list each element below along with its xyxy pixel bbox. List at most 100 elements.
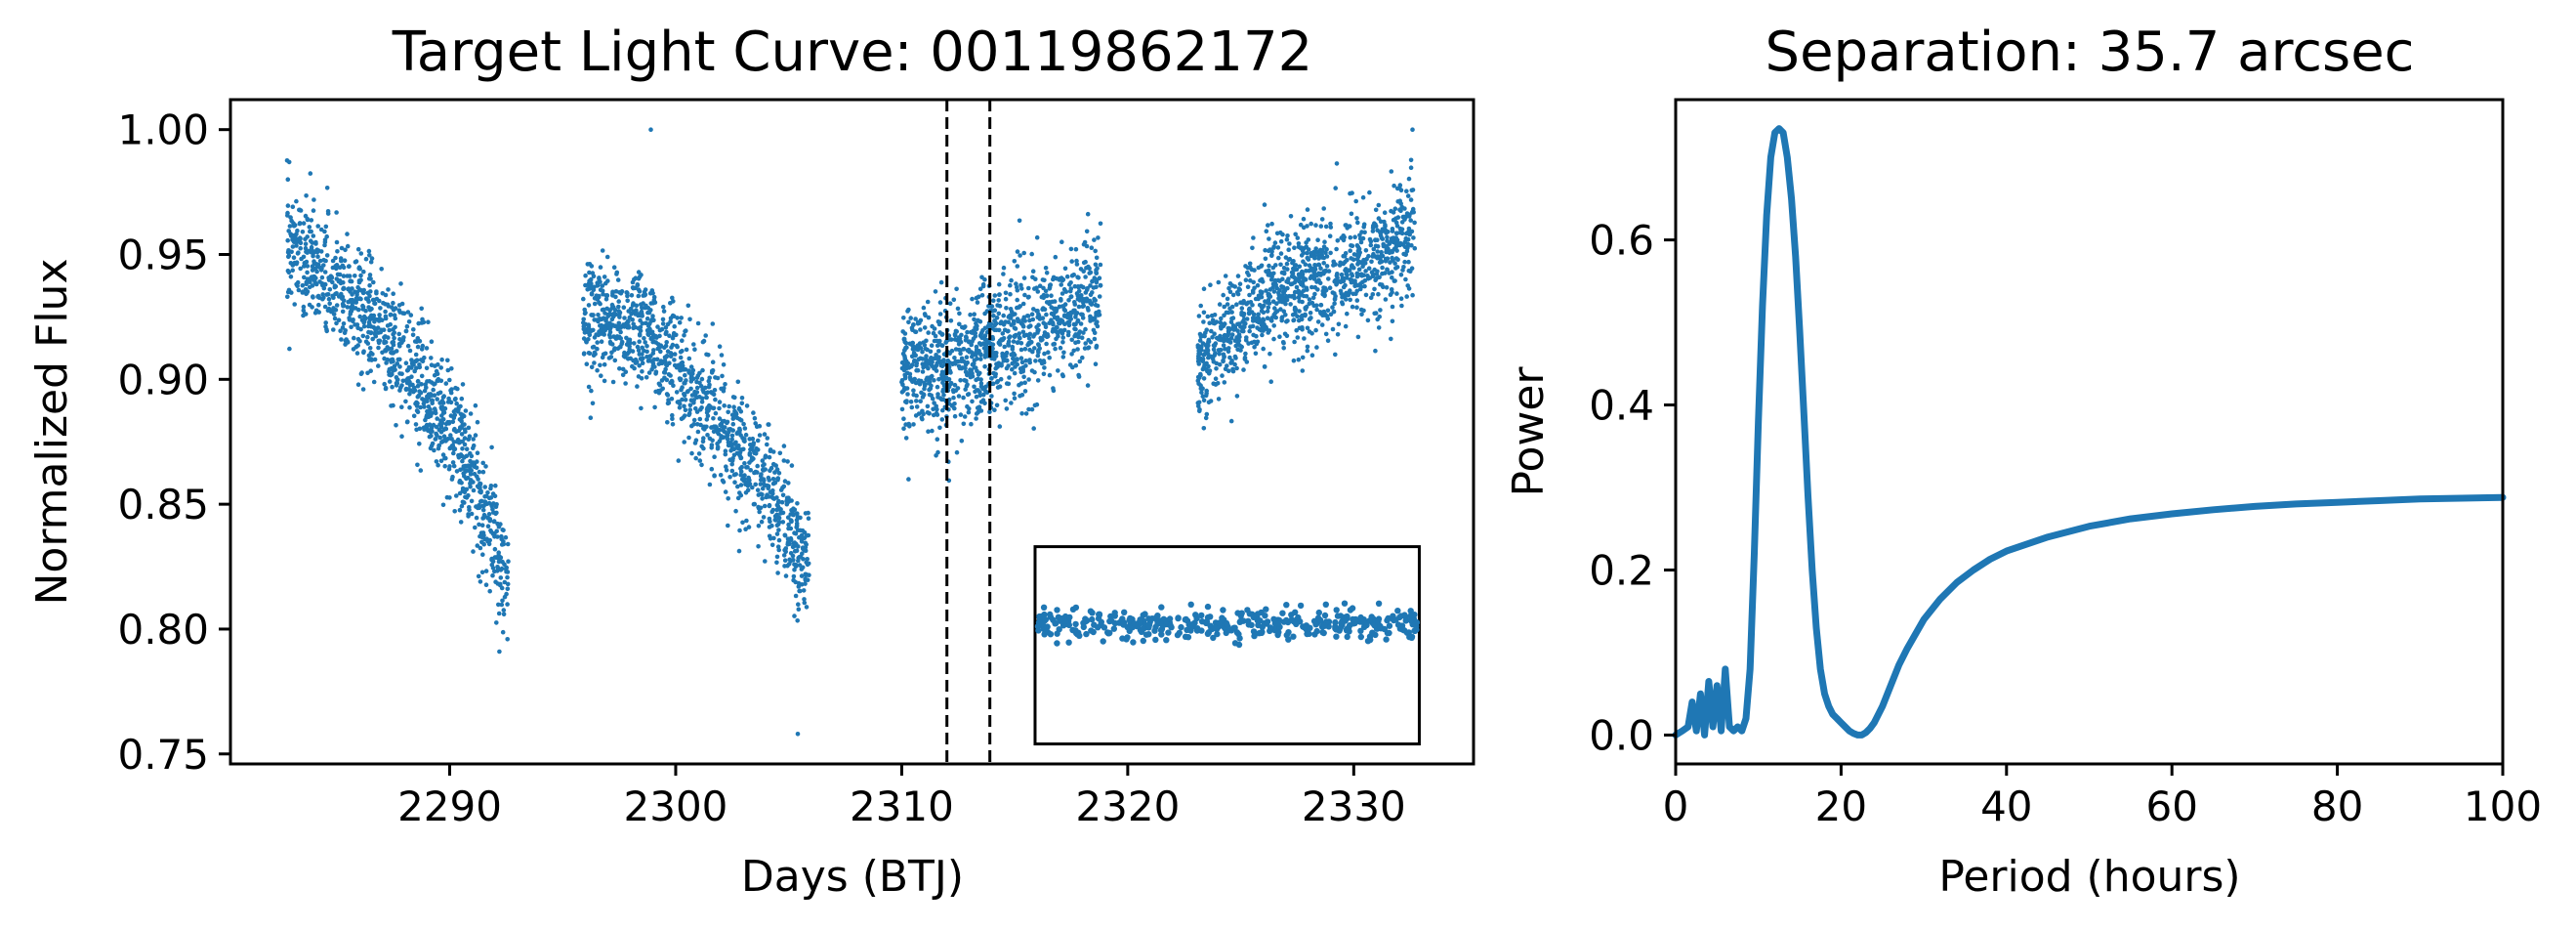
flux-point — [923, 346, 929, 352]
flux-point — [937, 312, 943, 317]
flux-point — [392, 335, 396, 341]
flux-point — [1260, 332, 1265, 338]
flux-point — [680, 338, 685, 344]
flux-point — [633, 324, 638, 330]
flux-point — [1302, 245, 1307, 251]
flux-point — [1017, 331, 1021, 336]
flux-point — [1344, 297, 1349, 302]
flux-point — [735, 379, 741, 385]
flux-point — [1226, 330, 1231, 336]
inset-point — [1142, 611, 1148, 617]
flux-point — [645, 323, 651, 329]
flux-point — [1279, 316, 1284, 320]
inset-point — [1332, 625, 1339, 632]
x-tick-label: 2290 — [397, 782, 502, 830]
flux-point — [495, 566, 501, 571]
flux-point — [663, 355, 668, 360]
flux-point — [582, 311, 588, 317]
flux-point — [946, 377, 951, 382]
flux-point — [763, 453, 769, 459]
flux-point — [1267, 328, 1272, 333]
flux-point — [693, 455, 698, 461]
flux-point — [995, 385, 1001, 390]
flux-point — [1216, 279, 1222, 285]
flux-point — [361, 323, 367, 329]
flux-point — [653, 389, 658, 395]
flux-point — [1323, 331, 1329, 337]
flux-point — [303, 236, 308, 242]
flux-point — [305, 270, 310, 275]
flux-point — [782, 479, 788, 484]
inset-point — [1158, 625, 1166, 633]
flux-point — [1267, 263, 1271, 269]
flux-point — [899, 379, 904, 385]
flux-point — [473, 433, 478, 438]
flux-point — [395, 361, 400, 366]
flux-point — [662, 370, 668, 375]
flux-point — [294, 232, 299, 236]
flux-point — [689, 423, 694, 429]
flux-point — [738, 483, 744, 487]
inset-point — [1231, 640, 1239, 647]
flux-point — [1345, 311, 1350, 317]
flux-point — [376, 363, 381, 368]
flux-point — [1412, 245, 1418, 251]
flux-point — [1200, 366, 1206, 372]
flux-point — [1221, 292, 1226, 298]
flux-point — [1222, 380, 1227, 385]
flux-point — [385, 357, 391, 362]
flux-point — [1199, 390, 1204, 396]
flux-point — [585, 287, 590, 292]
flux-point — [1309, 267, 1315, 273]
flux-point — [1080, 312, 1085, 317]
flux-point — [1373, 237, 1378, 243]
flux-point — [298, 240, 304, 246]
flux-point — [923, 363, 929, 369]
flux-point — [1250, 323, 1256, 329]
flux-point — [1348, 248, 1352, 253]
flux-point — [1278, 238, 1284, 244]
flux-point — [1206, 337, 1212, 343]
flux-point — [396, 331, 402, 337]
flux-point — [1040, 316, 1046, 321]
flux-point — [670, 295, 675, 301]
flux-point — [368, 324, 374, 329]
flux-point — [1085, 211, 1091, 217]
flux-point — [991, 381, 996, 387]
flux-point — [1061, 286, 1067, 292]
flux-point — [639, 302, 644, 308]
flux-point — [1040, 337, 1045, 342]
flux-point — [1227, 355, 1232, 360]
flux-point — [705, 405, 710, 410]
flux-point — [1242, 357, 1248, 361]
flux-point — [340, 301, 346, 307]
inset-point — [1120, 621, 1127, 628]
flux-point — [622, 316, 627, 320]
flux-point — [346, 299, 352, 305]
flux-point — [413, 422, 419, 427]
flux-point — [1232, 324, 1238, 330]
flux-point — [1227, 306, 1232, 312]
inset-point — [1215, 619, 1223, 626]
inset-point — [1334, 613, 1342, 619]
flux-point — [1344, 223, 1349, 228]
flux-point — [668, 316, 674, 321]
flux-point — [1198, 303, 1203, 309]
flux-point — [952, 382, 958, 388]
flux-point — [1020, 322, 1025, 327]
flux-point — [365, 334, 370, 340]
flux-point — [1328, 250, 1333, 256]
flux-point — [1026, 377, 1031, 382]
flux-point — [1246, 307, 1252, 313]
flux-point — [407, 379, 412, 385]
flux-point — [1206, 343, 1211, 348]
flux-point — [427, 422, 433, 428]
flux-point — [1001, 336, 1007, 341]
flux-point — [766, 486, 770, 491]
flux-point — [1197, 351, 1203, 357]
flux-point — [1238, 348, 1243, 353]
flux-point — [1049, 311, 1055, 317]
flux-point — [1061, 350, 1066, 356]
flux-point — [476, 573, 481, 579]
flux-point — [803, 581, 808, 586]
